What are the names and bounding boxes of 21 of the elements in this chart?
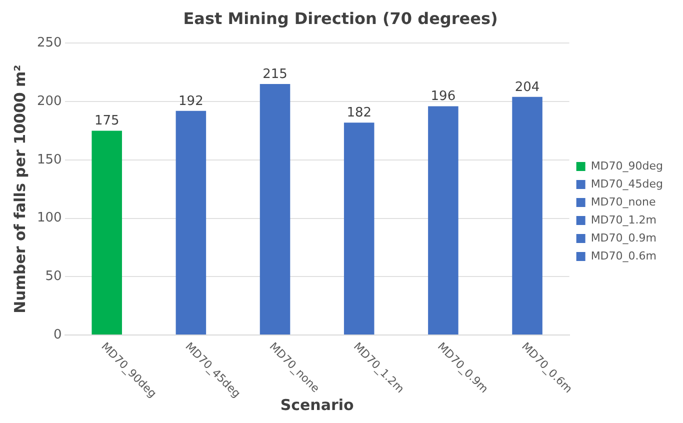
y-tick-label: 50: [45, 269, 62, 284]
legend-label: MD70_45deg: [590, 177, 663, 190]
data-label: 175: [94, 114, 120, 129]
legend-label: MD70_1.2m: [590, 213, 656, 226]
legend-label: MD70_0.9m: [590, 231, 656, 244]
data-label: 215: [262, 66, 288, 82]
y-tick-label: 0: [54, 327, 62, 342]
data-label: 182: [346, 105, 372, 120]
data-label: 204: [514, 80, 540, 95]
data-label: 192: [178, 94, 204, 109]
legend-label: MD70_none: [590, 195, 656, 208]
x-axis-title: Scenario: [280, 396, 354, 414]
legend-label: MD70_90deg: [590, 159, 663, 172]
y-tick-label: 100: [36, 210, 62, 226]
y-axis-title: Number of falls per 10000 m²: [10, 64, 29, 314]
data-label: 196: [430, 89, 456, 104]
y-tick-label: 200: [36, 94, 62, 109]
legend-label: MD70_0.6m: [590, 249, 656, 262]
y-tick-label: 250: [36, 36, 62, 51]
chart-title: East Mining Direction (70 degrees): [183, 8, 498, 28]
y-tick-label: 150: [36, 152, 62, 168]
